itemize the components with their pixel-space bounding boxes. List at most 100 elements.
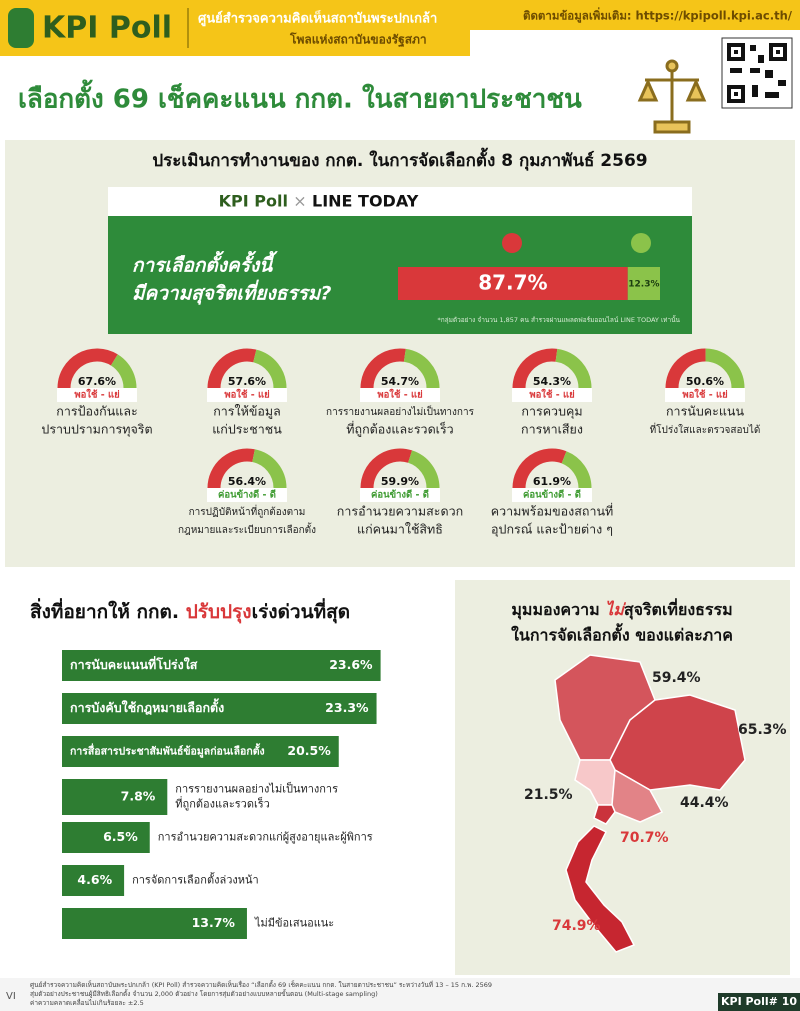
org-name: ศูนย์สำรวจความคิดเห็นสถาบันพระปกเกล้า bbox=[198, 9, 437, 27]
issue-badge bbox=[718, 993, 800, 1011]
gauge-label: กฎหมายและระเบียบการเลือกตั้ง bbox=[178, 522, 316, 536]
improvement-label: การจัดการเลือกตั้งล่วงหน้า bbox=[132, 872, 259, 887]
gauge-good-arc bbox=[555, 348, 592, 389]
heading-part: ปรับปรุง bbox=[186, 601, 252, 624]
gauge-value: 56.4% bbox=[228, 475, 266, 488]
gauge-value: 61.9% bbox=[533, 475, 571, 488]
improvement-label: ที่ถูกต้องและรวดเร็ว bbox=[175, 796, 270, 811]
heading-part: สุจริตเที่ยงธรรม bbox=[624, 598, 733, 620]
gauge-rating: ค่อนข้างดี - ดี bbox=[218, 489, 276, 501]
banner-partner: LINE TODAY bbox=[312, 192, 419, 211]
contact: ติดตามข้อมูลเพิ่มเติม: https://kpipoll.k… bbox=[523, 7, 793, 24]
footnote: ศูนย์สำรวจความคิดเห็นสถาบันพระปกเกล้า (K… bbox=[30, 980, 492, 989]
region-value: 44.4% bbox=[680, 795, 729, 811]
gauge-value: 50.6% bbox=[686, 375, 724, 388]
improvement-label: การรายงานผลอย่างไม่เป็นทางการ bbox=[175, 782, 338, 796]
gauge-label: แก่คนมาใช้สิทธิ bbox=[357, 522, 443, 537]
footnote: สุ่มตัวอย่างประชาชนผู้มีสิทธิเลือกตั้ง จ… bbox=[30, 989, 378, 998]
gauge-base bbox=[57, 388, 137, 402]
improvement-bar bbox=[62, 908, 247, 939]
improvement-label: การอำนวยความสะดวกแก่ผู้สูงอายุและผู้พิกา… bbox=[158, 831, 373, 844]
heading-part: เร่งด่วนที่สุด bbox=[252, 598, 350, 624]
improvement-label: การนับคะแนนที่โปร่งใส bbox=[70, 656, 198, 672]
heading-part: สิ่งที่อยากให้ กกต. bbox=[30, 598, 186, 623]
region-value: 70.7% bbox=[620, 830, 669, 846]
region-value: 74.9% bbox=[552, 918, 601, 934]
region-shape bbox=[565, 825, 636, 953]
page-title: เลือกตั้ง 69 เช็คคะแนน กกต. ในสายตาประชา… bbox=[18, 79, 582, 115]
gauge-base bbox=[512, 388, 592, 402]
region-shape bbox=[593, 804, 616, 825]
improvement-value: 13.7% bbox=[192, 915, 236, 930]
improvement-bar bbox=[62, 822, 150, 853]
improvement-value: 7.8% bbox=[121, 789, 156, 804]
gauge-value: 59.9% bbox=[381, 475, 419, 488]
gauge-base bbox=[665, 388, 745, 402]
improvement-bar bbox=[62, 650, 381, 681]
gauge-good-arc bbox=[251, 449, 287, 489]
no-label: 87.7% bbox=[478, 271, 547, 295]
gauge-rating: พอใช้ - แย่ bbox=[529, 389, 574, 401]
footnote: ค่าความคลาดเคลื่อนไม่เกินร้อยละ ±2.5 bbox=[30, 998, 144, 1007]
improvement-value: 23.6% bbox=[329, 657, 373, 672]
gauge-label: การป้องกันและ bbox=[56, 404, 137, 419]
gauge-rating: ค่อนข้างดี - ดี bbox=[371, 489, 429, 501]
footer-band bbox=[0, 978, 800, 1011]
improvements-panel bbox=[15, 580, 440, 965]
improvement-value: 23.3% bbox=[325, 700, 369, 715]
gauge-label: แก่ประชาชน bbox=[212, 422, 282, 437]
gauge-good-arc bbox=[407, 450, 440, 489]
question-line: การเลือกตั้งครั้งนี้ bbox=[132, 251, 279, 277]
gauge-label: ปราบปรามการทุจริต bbox=[41, 422, 152, 438]
gauge-bad-arc bbox=[512, 448, 567, 489]
region-value: 65.3% bbox=[738, 722, 787, 738]
improvement-value: 6.5% bbox=[103, 829, 138, 844]
gauge-bad-arc bbox=[360, 348, 406, 389]
logo-icon bbox=[8, 8, 34, 48]
gauge-bad-arc bbox=[57, 348, 118, 389]
gauge-label: การปฏิบัติหน้าที่ถูกต้องตาม bbox=[189, 504, 306, 518]
improvement-label: การสื่อสารประชาสัมพันธ์ข้อมูลก่อนเลือกตั… bbox=[70, 743, 265, 759]
gauge-base bbox=[512, 488, 592, 502]
improvements-heading: สิ่งที่อยากให้ กกต. ปรับปรุงเร่งด่วนที่ส… bbox=[30, 598, 350, 624]
yes-bar bbox=[627, 267, 660, 300]
gauge-rating: พอใช้ - แย่ bbox=[224, 389, 269, 401]
gauge-good-arc bbox=[705, 348, 745, 389]
yes-label: 12.3% bbox=[628, 280, 659, 290]
no-bar bbox=[398, 267, 628, 300]
gauge-good-arc bbox=[252, 349, 287, 389]
region-value: 21.5% bbox=[524, 787, 573, 803]
qr-code bbox=[721, 37, 793, 109]
improvement-label: ไม่มีข้อเสนอแนะ bbox=[254, 917, 334, 930]
issue-label: KPI Poll# 10 bbox=[721, 995, 797, 1008]
heading-part: ไม่ bbox=[605, 600, 627, 619]
improvement-value: 20.5% bbox=[287, 743, 331, 758]
gauge-label: การรายงานผลอย่างไม่เป็นทางการ bbox=[326, 404, 475, 418]
org-sub: โพลแห่งสถาบันของรัฐสภา bbox=[289, 32, 427, 48]
gauge-label: การหาเสียง bbox=[521, 422, 583, 437]
gauge-rating: ค่อนข้างดี - ดี bbox=[523, 489, 581, 501]
gauge-label: การควบคุม bbox=[521, 404, 582, 420]
region-value: 59.4% bbox=[652, 670, 701, 686]
gauge-bad-arc bbox=[360, 448, 413, 489]
logo-text: KPI Poll bbox=[42, 11, 172, 46]
gauge-label: ที่โปร่งใสและตรวจสอบได้ bbox=[650, 422, 761, 436]
gauge-rating: พอใช้ - แย่ bbox=[682, 389, 727, 401]
gauge-base bbox=[360, 388, 440, 402]
regions-heading: มุมมองความ ไม่สุจริตเที่ยงธรรม bbox=[511, 598, 732, 620]
footer-mark: VI bbox=[6, 991, 16, 1002]
improvement-value: 4.6% bbox=[77, 872, 112, 887]
evaluation-heading: ประเมินการทำงานของ กกต. ในการจัดเลือกตั้… bbox=[152, 147, 647, 171]
improvement-label: การบังคับใช้กฎหมายเลือกตั้ง bbox=[70, 698, 224, 716]
gauge-value: 54.3% bbox=[533, 375, 571, 388]
improvement-bar bbox=[62, 736, 339, 767]
gauge-good-arc bbox=[403, 348, 440, 389]
improvement-bar bbox=[62, 693, 377, 724]
gauge-label: การให้ข้อมูล bbox=[213, 404, 281, 420]
header-band-right bbox=[470, 0, 800, 30]
gauge-bad-arc bbox=[512, 348, 558, 389]
question-line: มีความสุจริตเที่ยงธรรม? bbox=[132, 280, 331, 306]
header-band bbox=[0, 0, 470, 56]
